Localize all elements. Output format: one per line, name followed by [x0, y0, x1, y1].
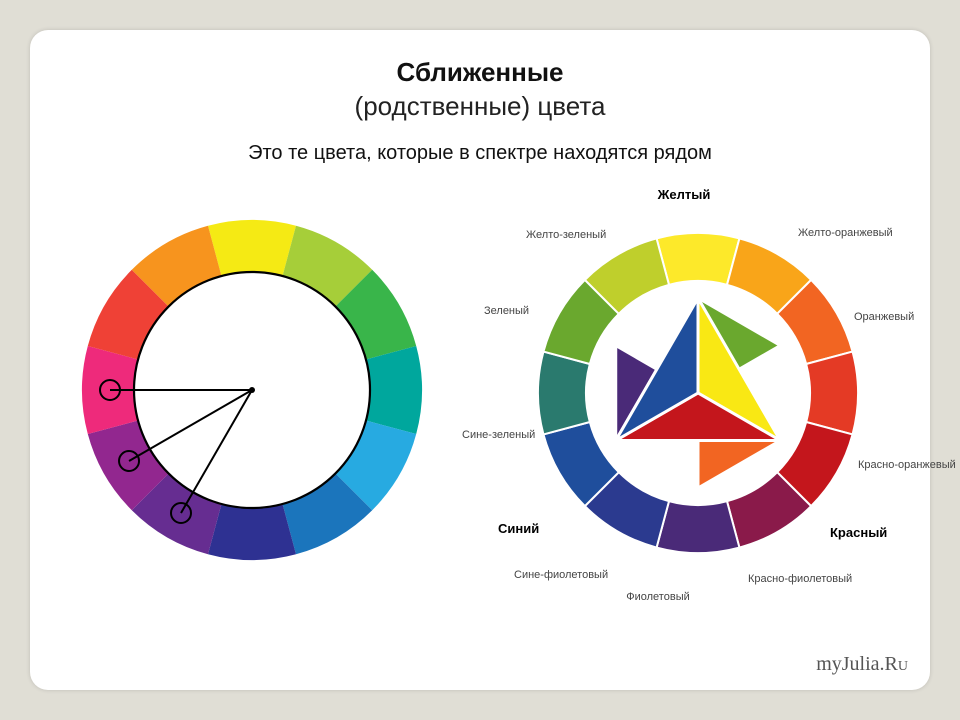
left-wheel-svg	[62, 200, 442, 580]
watermark-c: .Ru	[880, 653, 908, 675]
color-label: Сине-фиолетовый	[514, 569, 608, 581]
right-wheel: ЖелтыйЖелто-оранжевыйОранжевыйКрасно-ора…	[498, 193, 898, 593]
watermark-b: Julia	[842, 653, 880, 675]
color-label: Сине-зеленый	[462, 429, 535, 441]
color-label: Красный	[830, 525, 887, 540]
title-block: Сближенные (родственные) цвета	[54, 56, 906, 124]
color-label: Красно-оранжевый	[858, 459, 956, 471]
slide-card: Сближенные (родственные) цвета Это те цв…	[30, 30, 930, 690]
watermark-a: my	[816, 653, 842, 675]
color-label: Оранжевый	[854, 311, 914, 323]
color-label: Желто-зеленый	[526, 229, 606, 241]
color-label: Зеленый	[484, 305, 529, 317]
color-label: Фиолетовый	[626, 591, 689, 603]
title-line1: Сближенные	[397, 57, 564, 87]
title-line2: (родственные) цвета	[355, 91, 606, 121]
color-label: Красно-фиолетовый	[748, 573, 852, 585]
color-label: Желтый	[658, 187, 711, 202]
wheels-row: ЖелтыйЖелто-оранжевыйОранжевыйКрасно-ора…	[54, 193, 906, 593]
color-label: Синий	[498, 521, 539, 536]
left-wheel	[62, 200, 442, 585]
watermark: myJulia.Ru	[816, 653, 908, 676]
color-label: Желто-оранжевый	[798, 227, 893, 239]
subtitle: Это те цвета, которые в спектре находятс…	[54, 142, 906, 165]
